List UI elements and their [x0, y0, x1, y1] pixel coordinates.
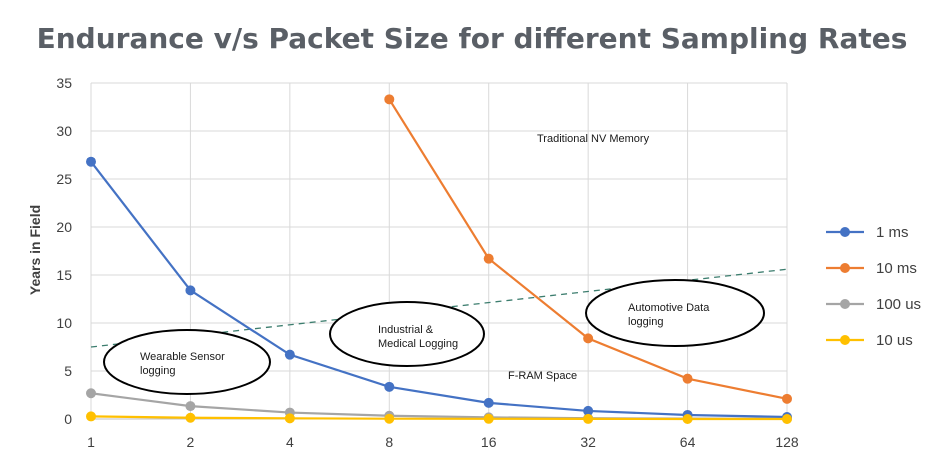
legend-label-1-ms: 1 ms [876, 224, 909, 241]
data-point-1-ms [86, 156, 96, 167]
data-point-100-us [185, 401, 196, 412]
y-tick-label: 25 [56, 171, 72, 187]
legend-marker-10-ms [840, 263, 850, 273]
legend-marker-10-us [840, 335, 850, 345]
y-axis-title: Years in Field [27, 205, 43, 295]
automotive-label-line1: Automotive Data [628, 302, 710, 314]
data-point-1-ms [583, 405, 594, 416]
fram-space-label: F-RAM Space [508, 370, 577, 382]
legend-label-100-us: 100 us [876, 296, 921, 313]
y-tick-label: 5 [64, 363, 72, 379]
traditional-memory-label: Traditional NV Memory [537, 133, 650, 145]
wearable-region-ellipse [103, 329, 271, 395]
data-point-10-us [86, 411, 96, 422]
y-tick-label: 20 [56, 219, 72, 235]
legend: 1 ms 10 ms 100 us 10 us [826, 224, 921, 349]
y-tick-label: 0 [64, 411, 72, 427]
data-point-1-ms [185, 285, 196, 296]
x-tick-label: 4 [286, 434, 294, 450]
y-tick-label: 30 [56, 123, 72, 139]
automotive-region-ellipse [585, 279, 765, 347]
x-tick-label: 2 [187, 434, 195, 450]
data-point-10-us [483, 413, 494, 424]
wearable-label-line1: Wearable Sensor [140, 351, 225, 363]
data-point-10-ms [782, 393, 792, 404]
legend-marker-1-ms [840, 227, 850, 237]
data-point-10-ms [483, 253, 494, 264]
y-tick-label: 15 [56, 267, 72, 283]
annotations: Traditional NV Memory F-RAM Space Wearab… [103, 133, 765, 395]
series-line-10-us [90, 415, 787, 421]
legend-marker-100-us [840, 299, 850, 309]
x-tick-label: 32 [580, 434, 596, 450]
data-point-10-us [384, 413, 395, 424]
x-tick-label: 8 [385, 434, 393, 450]
data-point-100-us [86, 388, 96, 399]
series-line-1-ms [90, 161, 788, 419]
data-point-10-ms [583, 333, 594, 344]
series-layer [86, 94, 792, 424]
automotive-label-line2: logging [628, 316, 663, 328]
data-point-1-ms [384, 381, 395, 392]
chart-title: Endurance v/s Packet Size for different … [37, 22, 908, 55]
y-tick-label: 10 [56, 315, 72, 331]
data-point-10-us [583, 413, 594, 424]
wearable-label-line2: logging [140, 365, 175, 377]
industrial-label-line2: Medical Logging [378, 338, 458, 350]
x-tick-label: 16 [481, 434, 497, 450]
data-point-10-us [284, 413, 295, 424]
data-point-1-ms [284, 349, 295, 360]
data-point-10-us [185, 412, 196, 423]
data-point-10-us [782, 414, 792, 424]
x-tick-label: 64 [680, 434, 696, 450]
data-point-1-ms [483, 397, 494, 408]
data-point-10-ms [384, 94, 395, 105]
legend-label-10-us: 10 us [876, 332, 913, 349]
x-tick-label: 1 [87, 434, 95, 450]
legend-label-10-ms: 10 ms [876, 260, 917, 277]
industrial-region-ellipse [329, 301, 485, 367]
x-tick-label: 128 [775, 434, 799, 450]
y-tick-label: 35 [56, 75, 72, 91]
data-point-10-us [682, 414, 693, 424]
industrial-label-line1: Industrial & [378, 324, 434, 336]
data-point-10-ms [682, 373, 693, 384]
